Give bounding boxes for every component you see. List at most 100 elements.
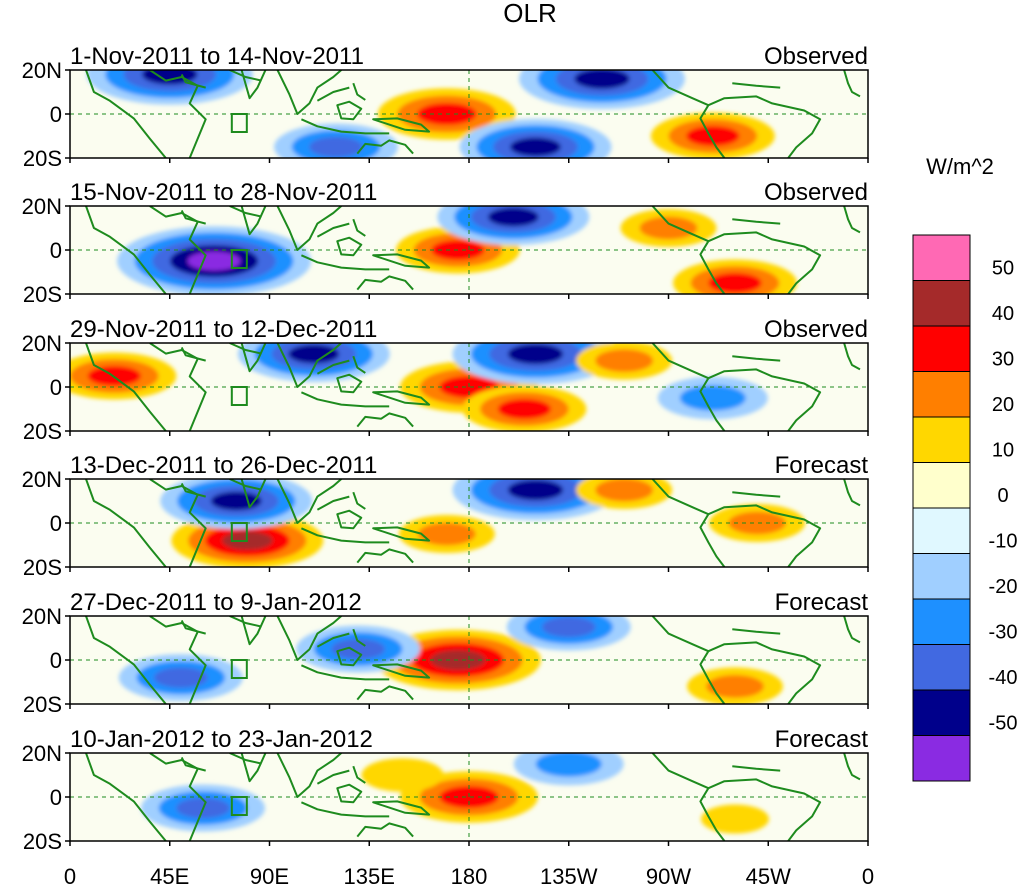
coastline xyxy=(240,343,267,373)
coastline xyxy=(336,509,363,530)
colorbar: 50 40 30 20 10 0 -10 -20 -30 -40 -50 xyxy=(912,234,1018,782)
lon-tick-label: 90E xyxy=(250,864,289,887)
index-box xyxy=(230,796,248,816)
coastline xyxy=(352,628,366,647)
anomaly-blob xyxy=(418,522,476,546)
coastline xyxy=(316,632,350,648)
lon-tick-label: 45E xyxy=(150,864,189,887)
lon-tick-label: 135W xyxy=(540,864,598,887)
coastline xyxy=(732,355,781,362)
lat-tick-label: 20N xyxy=(22,194,62,219)
anomaly-blob xyxy=(510,137,561,157)
lat-tick-label: 20S xyxy=(23,555,62,580)
coastline xyxy=(85,753,167,841)
anomaly-blob xyxy=(595,479,653,502)
anomaly-blob xyxy=(574,70,630,89)
coastline xyxy=(352,491,366,510)
coastline xyxy=(372,663,431,679)
coastline xyxy=(85,206,167,294)
coastline xyxy=(85,70,167,158)
anomaly-blob xyxy=(154,667,208,688)
anomaly-blob xyxy=(701,804,769,834)
index-box xyxy=(230,659,248,679)
map-panel: 20N 0 20S 29-Nov-2011 to 12-Dec-2011 Observe… xyxy=(22,316,869,444)
coastline xyxy=(240,753,267,783)
panel-period: 15-Nov-2011 to 28-Nov-2011 xyxy=(70,179,377,206)
coastline xyxy=(300,391,390,408)
coastline xyxy=(843,616,861,644)
coastline xyxy=(699,240,726,294)
coastline xyxy=(699,377,726,431)
coastline xyxy=(149,616,207,704)
lat-tick-label: 0 xyxy=(50,102,62,127)
colorbar-tick-label: 0 xyxy=(997,485,1008,507)
colorbar-tick-label: 50 xyxy=(992,258,1014,280)
coastline xyxy=(352,218,366,237)
coastline xyxy=(85,343,167,431)
anomaly-blob xyxy=(361,758,444,792)
colorbar-box xyxy=(912,735,971,782)
coastline xyxy=(372,800,431,816)
coastline xyxy=(276,479,342,524)
anomaly-blob xyxy=(497,398,551,420)
coastline xyxy=(316,769,350,785)
anomaly-blob xyxy=(331,638,385,660)
figure-title: OLR xyxy=(503,0,556,28)
colorbar-box xyxy=(912,689,971,736)
panel-kind: Observed xyxy=(764,179,868,206)
lon-tick-label: 45W xyxy=(746,864,791,887)
panel-period: 29-Nov-2011 to 12-Dec-2011 xyxy=(70,316,377,343)
anomaly-blob xyxy=(706,675,764,698)
colorbar-box xyxy=(912,553,971,600)
anomaly-blob xyxy=(542,616,596,638)
lon-tick-label: 180 xyxy=(451,864,488,887)
map-panel: 20N 0 20S 10-Jan-2012 to 23-Jan-2012 Forecas… xyxy=(22,726,869,854)
panel-kind: Forecast xyxy=(775,589,869,616)
panel-kind: Observed xyxy=(764,43,868,70)
coastline xyxy=(651,479,709,516)
lat-tick-label: 20N xyxy=(22,331,62,356)
coastline xyxy=(85,479,167,567)
anomaly-blob xyxy=(679,385,746,411)
colorbar-box xyxy=(912,325,971,372)
coastline xyxy=(356,685,414,701)
lon-tick-label: 0 xyxy=(64,864,76,887)
coastline xyxy=(843,753,861,781)
coastline xyxy=(843,70,861,98)
coastline xyxy=(149,70,207,158)
anomaly-blob xyxy=(309,136,363,158)
coastline xyxy=(732,765,781,772)
coastline xyxy=(651,343,709,380)
coastline xyxy=(276,70,342,115)
colorbar-box xyxy=(912,416,971,463)
coastline xyxy=(651,616,709,653)
colorbar-tick-label: -20 xyxy=(989,576,1018,598)
coastline xyxy=(316,222,350,238)
index-box xyxy=(230,249,248,269)
coastline xyxy=(707,641,822,704)
coastline xyxy=(372,253,431,269)
anomaly-blob xyxy=(535,753,602,777)
anomaly-blob xyxy=(708,272,762,294)
lon-tick-label: 135E xyxy=(344,864,395,887)
coastline xyxy=(843,206,861,234)
coastlines xyxy=(85,479,861,567)
anomaly-blob xyxy=(288,344,340,364)
coastline xyxy=(843,479,861,507)
units-label: W/m^2 xyxy=(926,154,994,179)
coastline xyxy=(699,104,726,158)
map-panel: 20N 0 20S 13-Dec-2011 to 26-Dec-2011 Forecas… xyxy=(22,452,869,580)
panel-period: 1-Nov-2011 to 14-Nov-2011 xyxy=(70,43,364,70)
colorbar-tick-label: -30 xyxy=(989,622,1018,644)
coastline xyxy=(180,756,206,772)
coastlines xyxy=(85,343,861,431)
coastline xyxy=(356,412,414,428)
coastline xyxy=(316,359,350,375)
anomaly-blob xyxy=(686,125,740,147)
index-box xyxy=(230,113,248,133)
coastline xyxy=(300,254,390,271)
coastline xyxy=(149,206,207,294)
lat-tick-label: 0 xyxy=(50,238,62,263)
colorbar-tick-label: 20 xyxy=(992,394,1014,416)
